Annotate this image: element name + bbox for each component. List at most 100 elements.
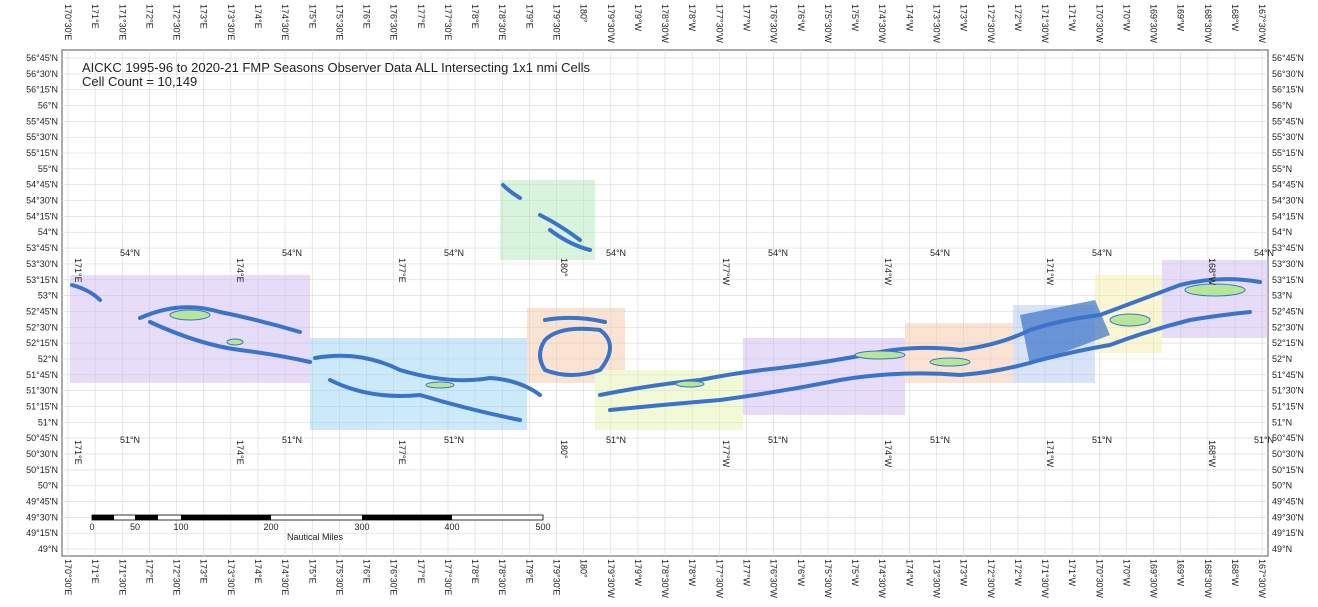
parallel-label: 54°N bbox=[120, 248, 140, 258]
longitude-label: 175°E bbox=[307, 4, 317, 29]
scale-label: 0 bbox=[89, 522, 94, 532]
latitude-label: 51°30'N bbox=[26, 386, 58, 396]
longitude-label: 173°30'E bbox=[226, 559, 236, 595]
island bbox=[425, 381, 455, 389]
longitude-label: 169°W bbox=[1176, 4, 1186, 32]
latitude-label: 53°N bbox=[1272, 291, 1292, 301]
scale-bar-segment bbox=[181, 515, 271, 520]
longitude-label: 177°30'E bbox=[443, 559, 453, 595]
latitude-label: 52°N bbox=[1272, 354, 1292, 364]
longitude-label: 179°30'E bbox=[552, 4, 562, 40]
latitude-label: 53°N bbox=[38, 291, 58, 301]
latitude-label: 52°15'N bbox=[26, 338, 58, 348]
meridian-label: 180° bbox=[559, 440, 569, 459]
latitude-label: 53°15'N bbox=[1272, 275, 1304, 285]
latitude-label: 49°N bbox=[38, 544, 58, 554]
longitude-label: 170°30'W bbox=[1094, 4, 1104, 43]
latitude-label: 49°45'N bbox=[1272, 497, 1304, 507]
latitude-label: 56°15'N bbox=[26, 85, 58, 95]
latitude-label: 50°45'N bbox=[26, 433, 58, 443]
latitude-label: 50°30'N bbox=[1272, 449, 1304, 459]
cell-cluster bbox=[598, 277, 1262, 412]
meridian-label: 174°E bbox=[235, 440, 245, 465]
scale-label: 50 bbox=[130, 522, 140, 532]
latitude-label: 54°15'N bbox=[26, 211, 58, 221]
latitude-label: 50°N bbox=[38, 481, 58, 491]
latitude-label: 56°30'N bbox=[26, 69, 58, 79]
latitude-label: 55°15'N bbox=[26, 148, 58, 158]
parallel-label: 51°N bbox=[444, 435, 464, 445]
meridian-label: 177°E bbox=[397, 440, 407, 465]
longitude-label: 176°E bbox=[362, 559, 372, 584]
scale-label: 400 bbox=[444, 522, 459, 532]
parallel-label: 51°N bbox=[768, 435, 788, 445]
parallel-label: 54°N bbox=[444, 248, 464, 258]
scale-bar-segment bbox=[92, 515, 114, 520]
parallel-label: 54°N bbox=[1092, 248, 1112, 258]
latitude-label: 49°15'N bbox=[1272, 528, 1304, 538]
longitude-label: 175°30'E bbox=[334, 4, 344, 40]
latitude-label: 52°45'N bbox=[26, 306, 58, 316]
longitude-label: 175°30'W bbox=[823, 559, 833, 598]
zone bbox=[1162, 260, 1268, 338]
scale-unit: Nautical Miles bbox=[287, 532, 344, 542]
latitude-label: 50°15'N bbox=[26, 465, 58, 475]
longitude-label: 174°W bbox=[904, 559, 914, 587]
meridian-label: 180° bbox=[559, 258, 569, 277]
longitude-label: 178°30'E bbox=[497, 4, 507, 40]
latitude-label: 56°45'N bbox=[1272, 53, 1304, 63]
meridian-label: 177°E bbox=[397, 258, 407, 283]
latitude-label: 54°N bbox=[38, 227, 58, 237]
scale-bar bbox=[91, 514, 544, 521]
longitude-label: 171°W bbox=[1067, 559, 1077, 587]
meridian-label: 177°W bbox=[721, 258, 731, 286]
latitude-label: 56°15'N bbox=[1272, 85, 1304, 95]
parallel-label: 54°N bbox=[768, 248, 788, 258]
latitude-label: 49°15'N bbox=[26, 528, 58, 538]
longitude-label: 170°30'W bbox=[1094, 559, 1104, 598]
latitude-label: 51°45'N bbox=[1272, 370, 1304, 380]
scale-label: 500 bbox=[535, 522, 550, 532]
longitude-label: 177°30'W bbox=[714, 4, 724, 43]
cell-count: Cell Count = 10,149 bbox=[82, 74, 197, 89]
longitude-label: 175°E bbox=[307, 559, 317, 584]
longitude-label: 171°E bbox=[90, 4, 100, 29]
longitude-label: 173°30'E bbox=[226, 4, 236, 40]
longitude-label: 176°30'E bbox=[389, 4, 399, 40]
longitude-label: 177°W bbox=[742, 559, 752, 587]
latitude-label: 56°30'N bbox=[1272, 69, 1304, 79]
parallel-label: 54°N bbox=[606, 248, 626, 258]
longitude-label: 170°30'E bbox=[63, 559, 73, 595]
latitude-label: 54°30'N bbox=[26, 196, 58, 206]
island bbox=[1109, 313, 1151, 327]
meridian-label: 177°W bbox=[721, 440, 731, 468]
latitude-label: 55°30'N bbox=[1272, 132, 1304, 142]
meridian-label: 174°W bbox=[883, 258, 893, 286]
longitude-label: 171°30'E bbox=[117, 559, 127, 595]
latitude-label: 51°30'N bbox=[1272, 386, 1304, 396]
longitude-label: 173°E bbox=[199, 4, 209, 29]
longitude-label: 168°30'W bbox=[1203, 4, 1213, 43]
longitude-label: 174°30'W bbox=[877, 4, 887, 43]
meridian-label: 174°W bbox=[883, 440, 893, 468]
latitude-label: 51°N bbox=[1272, 417, 1292, 427]
latitude-label: 49°30'N bbox=[26, 512, 58, 522]
island bbox=[169, 309, 211, 321]
longitude-label: 172°E bbox=[144, 559, 154, 584]
longitude-label: 173°30'W bbox=[931, 559, 941, 598]
longitude-label: 179°30'W bbox=[606, 4, 616, 43]
latitude-label: 53°45'N bbox=[26, 243, 58, 253]
longitude-label: 176°30'W bbox=[769, 4, 779, 43]
longitude-label: 170°W bbox=[1121, 4, 1131, 32]
latitude-label: 56°N bbox=[38, 101, 58, 111]
longitude-label: 178°E bbox=[470, 4, 480, 29]
longitude-label: 174°E bbox=[253, 559, 263, 584]
meridian-label: 171°E bbox=[73, 440, 83, 465]
longitude-label: 167°30'W bbox=[1257, 4, 1267, 43]
scale-label: 100 bbox=[173, 522, 188, 532]
meridian-label: 171°W bbox=[1045, 258, 1055, 286]
island bbox=[854, 350, 906, 360]
longitude-label: 174°30'E bbox=[280, 559, 290, 595]
latitude-label: 53°30'N bbox=[1272, 259, 1304, 269]
